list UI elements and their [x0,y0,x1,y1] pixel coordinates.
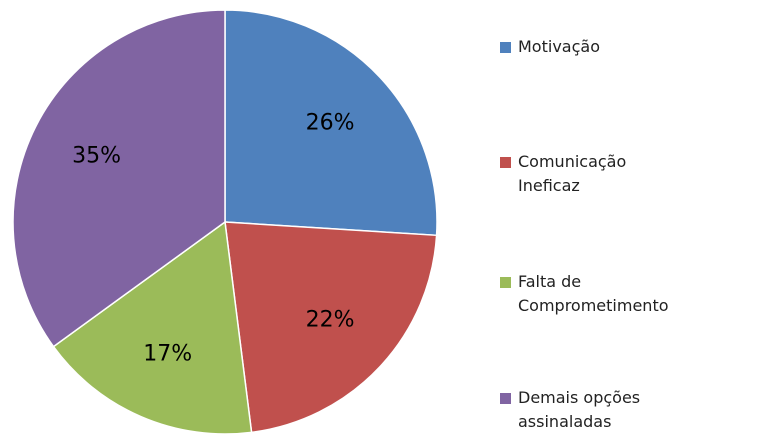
chart: 26% 22% 17% 35% [12,9,438,435]
pie-slice [12,9,226,348]
legend-item: Comunicação Ineficaz [500,150,700,198]
pie-slice [52,220,253,435]
legend-swatch [500,277,511,288]
legend-label: Falta de Comprometimento [518,272,669,315]
data-label: 26% [306,110,355,135]
data-label: 35% [72,144,121,169]
legend-item: Falta de Comprometimento [500,270,700,318]
pie-slice [224,9,438,237]
legend-swatch [500,42,511,53]
legend-swatch [500,157,511,168]
data-label: 17% [143,341,192,366]
legend-swatch [500,393,511,404]
legend-label: Motivação [518,37,600,56]
legend-label: Demais opções assinaladas [518,388,641,431]
pie-slice [224,221,438,434]
legend-label: Comunicação Ineficaz [518,152,627,195]
legend-item: Motivação [500,35,700,59]
legend-item: Demais opções assinaladas [500,386,700,434]
data-label: 22% [306,308,355,333]
